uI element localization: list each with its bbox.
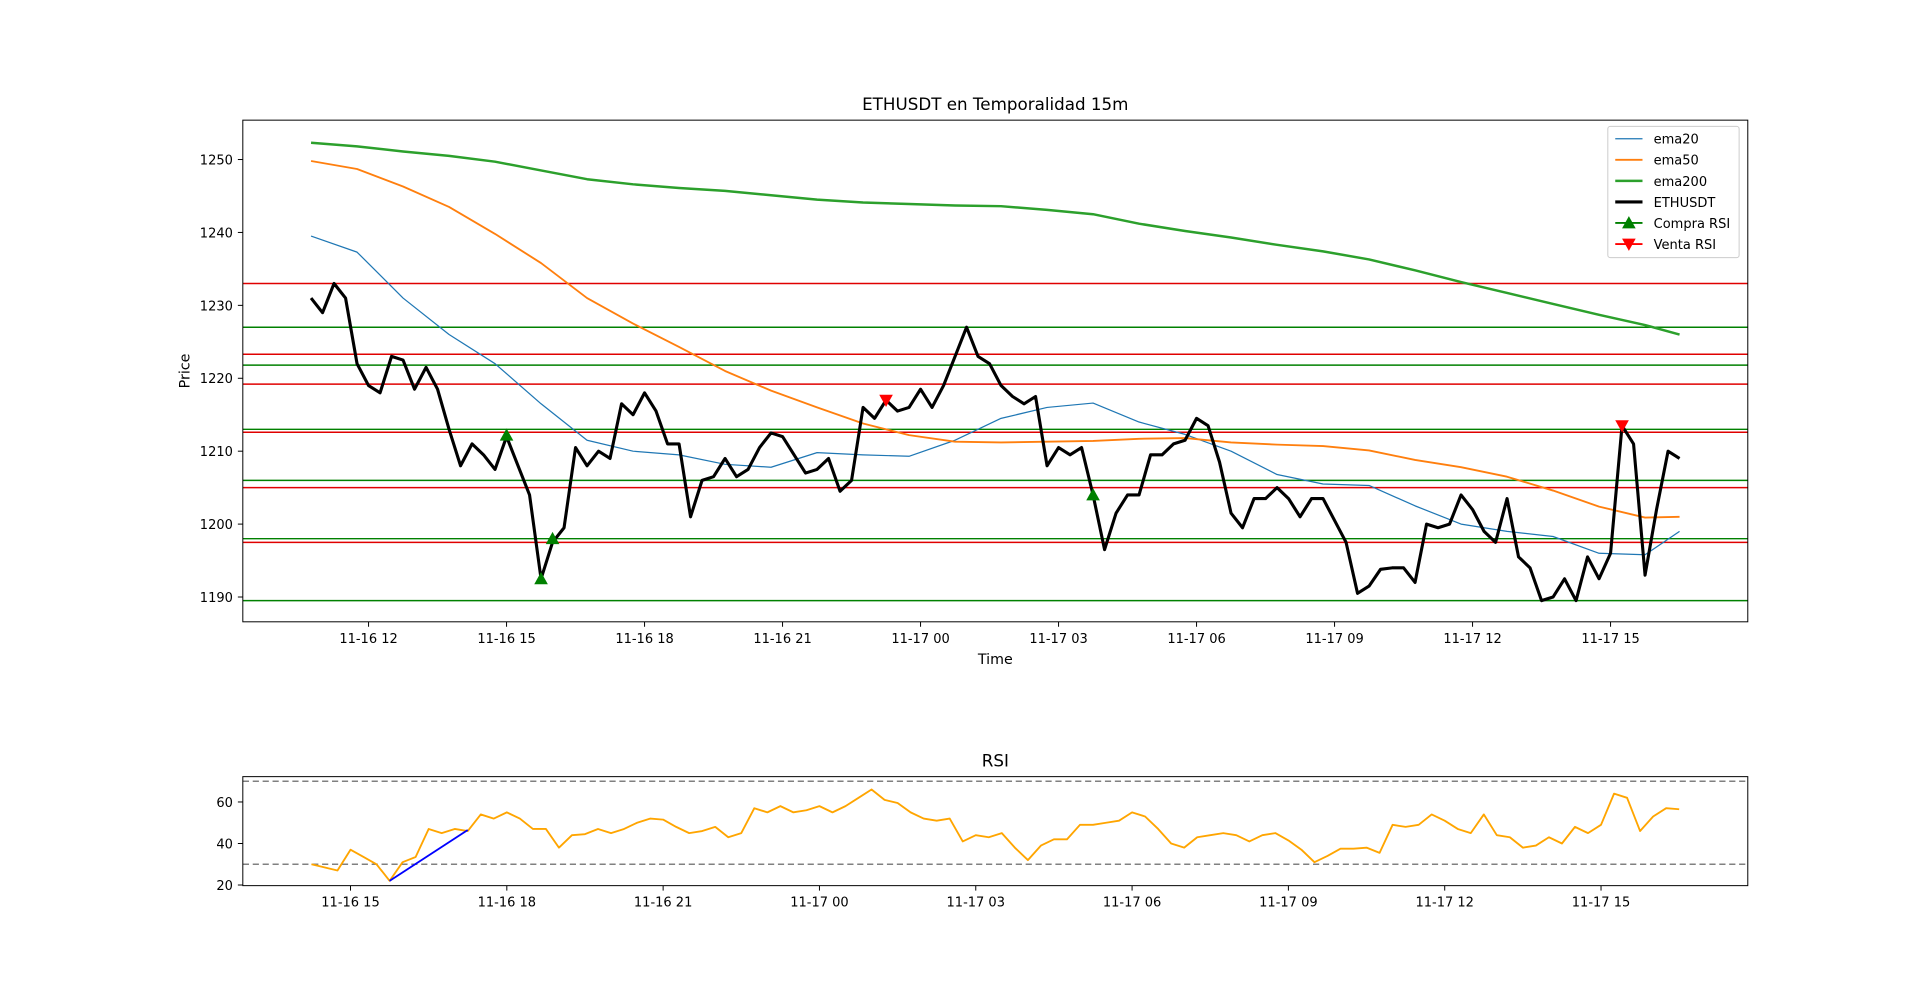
- legend-label: ema200: [1654, 175, 1707, 190]
- x-tick-label: 11-16 21: [753, 632, 811, 647]
- y-tick-label: 1250: [200, 153, 233, 168]
- legend-label: ema50: [1654, 154, 1699, 169]
- x-tick-label: 11-17 03: [947, 896, 1005, 911]
- signal-marker: [1086, 488, 1100, 501]
- x-tick-label: 11-17 00: [790, 896, 848, 911]
- x-tick-label: 11-17 15: [1572, 896, 1630, 911]
- y-tick-label: 1230: [200, 299, 233, 314]
- x-tick-label: 11-16 21: [634, 896, 692, 911]
- signal-marker: [499, 428, 514, 441]
- legend-label: ETHUSDT: [1654, 196, 1716, 211]
- x-tick-label: 11-17 12: [1415, 896, 1473, 911]
- y-tick-label: 1200: [200, 518, 233, 533]
- x-tick-label: 11-16 18: [615, 632, 673, 647]
- x-axis-label: Time: [977, 652, 1013, 668]
- x-tick-label: 11-16 12: [339, 632, 397, 647]
- series-line: [389, 829, 469, 882]
- axes: RSI 20 40 60 11-16 15 11-16 18 11-16 21 11-17 0…: [216, 751, 1749, 911]
- legend-marker: [1622, 238, 1636, 251]
- y-tick-label: 1220: [200, 372, 233, 387]
- x-tick-label: 11-17 15: [1581, 632, 1639, 647]
- y-tick-label: 1190: [200, 591, 233, 606]
- legend-marker: [1622, 216, 1636, 229]
- axes-frame: [242, 776, 1749, 887]
- signal-marker: [879, 394, 893, 407]
- x-tick-label: 11-17 12: [1443, 632, 1501, 647]
- x-tick-label: 11-17 06: [1167, 632, 1225, 647]
- y-tick-label: 1240: [200, 226, 233, 241]
- legend-label: ema20: [1654, 133, 1699, 148]
- x-tick-label: 11-17 09: [1305, 632, 1363, 647]
- series-line: [310, 141, 1680, 336]
- signal-marker: [1615, 420, 1629, 433]
- chart-title: ETHUSDT en Temporalidad 15m: [862, 94, 1128, 114]
- plot-area: [242, 780, 1748, 882]
- y-tick-label: 1210: [200, 445, 233, 460]
- legend-label: Compra RSI: [1654, 217, 1731, 232]
- signal-marker: [534, 571, 548, 585]
- y-axis-label: Price: [178, 354, 194, 389]
- x-tick-label: 11-17 03: [1029, 632, 1087, 647]
- series-line: [310, 160, 1680, 519]
- chart-title: RSI: [982, 751, 1009, 771]
- y-tick-label: 20: [216, 879, 233, 894]
- x-tick-label: 11-17 09: [1259, 896, 1317, 911]
- legend: ema20 ema50 ema200 ETHUSDT Compra RSI Venta R…: [1607, 125, 1740, 259]
- x-tick-label: 11-16 18: [478, 896, 536, 911]
- x-tick-label: 11-16 15: [477, 632, 535, 647]
- y-tick-label: 40: [216, 837, 233, 852]
- x-tick-label: 11-17 06: [1103, 896, 1161, 911]
- x-tick-label: 11-17 00: [891, 632, 949, 647]
- axes-frame: [242, 119, 1749, 623]
- plot-area: [242, 141, 1748, 603]
- series-line: [311, 788, 1680, 882]
- signal-marker: [545, 531, 560, 545]
- series-line: [309, 281, 1681, 603]
- legend-label: Venta RSI: [1654, 238, 1716, 253]
- y-tick-label: 60: [216, 796, 233, 811]
- x-tick-label: 11-16 15: [321, 896, 379, 911]
- series-line: [310, 235, 1680, 556]
- axes: ETHUSDT en Temporalidad 15m Time Price 1190…: [178, 94, 1749, 668]
